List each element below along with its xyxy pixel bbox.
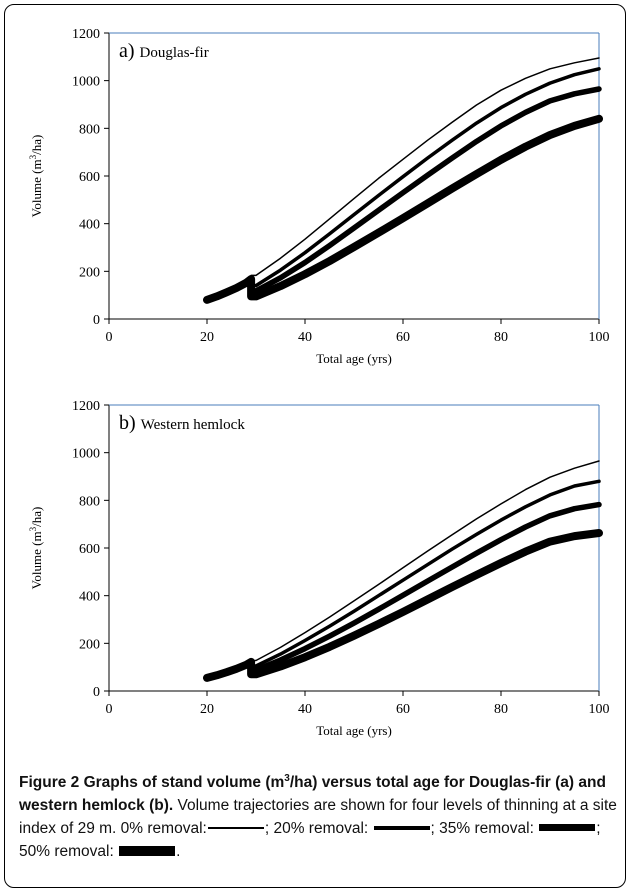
y-tick-label: 0 [93,313,100,328]
y-tick-label: 0 [93,685,100,700]
x-tick-label: 100 [589,702,610,717]
series-line-0 [206,57,600,301]
x-axis-label: Total age (yrs) [316,723,392,738]
y-tick-label: 600 [79,542,100,557]
y-tick-label: 1000 [72,447,100,462]
legend-swatch-2 [539,824,596,832]
x-tick-label: 40 [298,702,312,717]
series-line-0 [206,460,600,679]
y-axis-label: Volume (m3/ha) [28,135,44,218]
chart-panel-b: 0 200 400 600 800 1000 1200 0 20 40 60 80 100 Total a… [28,399,610,738]
y-tick-label: 400 [79,218,100,233]
y-tick-label: 800 [79,122,100,137]
y-tick-label: 600 [79,170,100,185]
panel-title: b) Western hemlock [119,412,245,434]
legend-item-0: 0% removal:; [120,820,274,837]
x-tick-label: 60 [396,702,410,717]
y-tick-label: 200 [79,637,100,652]
x-tick-label: 80 [494,330,508,345]
x-axis-label: Total age (yrs) [316,351,392,366]
series-line-2 [204,501,602,681]
x-tick-label: 20 [200,330,214,345]
series-line-3 [203,529,603,682]
legend-item-1: 20% removal: ; [273,820,440,837]
panel-title: a) Douglas-fir [119,40,209,62]
caption-body: Volume trajectories are shown for four l… [19,797,617,837]
y-tick-label: 1000 [72,75,100,90]
x-tick-label: 100 [589,330,610,345]
x-tick-label: 60 [396,330,410,345]
y-tick-label: 200 [79,265,100,280]
x-tick-label: 20 [200,702,214,717]
y-tick-label: 800 [79,494,100,509]
figure-caption: Figure 2 Graphs of stand volume (m3/ha) … [19,771,619,863]
figure-frame: 0 200 400 600 800 1000 1200 0 20 40 60 80 100 Total a… [4,4,626,888]
legend-item-2: 35% removal: ; [439,820,601,837]
series-line-3 [203,114,603,304]
legend-swatch-1 [373,825,430,830]
y-axis-label: Volume (m3/ha) [28,507,44,590]
legend-swatch-3 [119,845,176,856]
x-tick-label: 0 [106,702,113,717]
y-tick-label: 1200 [72,27,100,42]
legend-item-3: 50% removal: . [19,843,181,860]
chart-panel-a: 0 200 400 600 800 1000 1200 0 20 40 60 80 100 Total a… [28,27,610,366]
y-tick-label: 1200 [72,399,100,414]
legend-swatch-0 [207,827,264,829]
series-line-1 [205,479,601,680]
x-tick-label: 80 [494,702,508,717]
y-tick-label: 400 [79,590,100,605]
x-tick-label: 40 [298,330,312,345]
caption-title: Figure 2 Graphs of stand volume (m3/ha) … [19,772,606,814]
x-tick-label: 0 [106,330,113,345]
